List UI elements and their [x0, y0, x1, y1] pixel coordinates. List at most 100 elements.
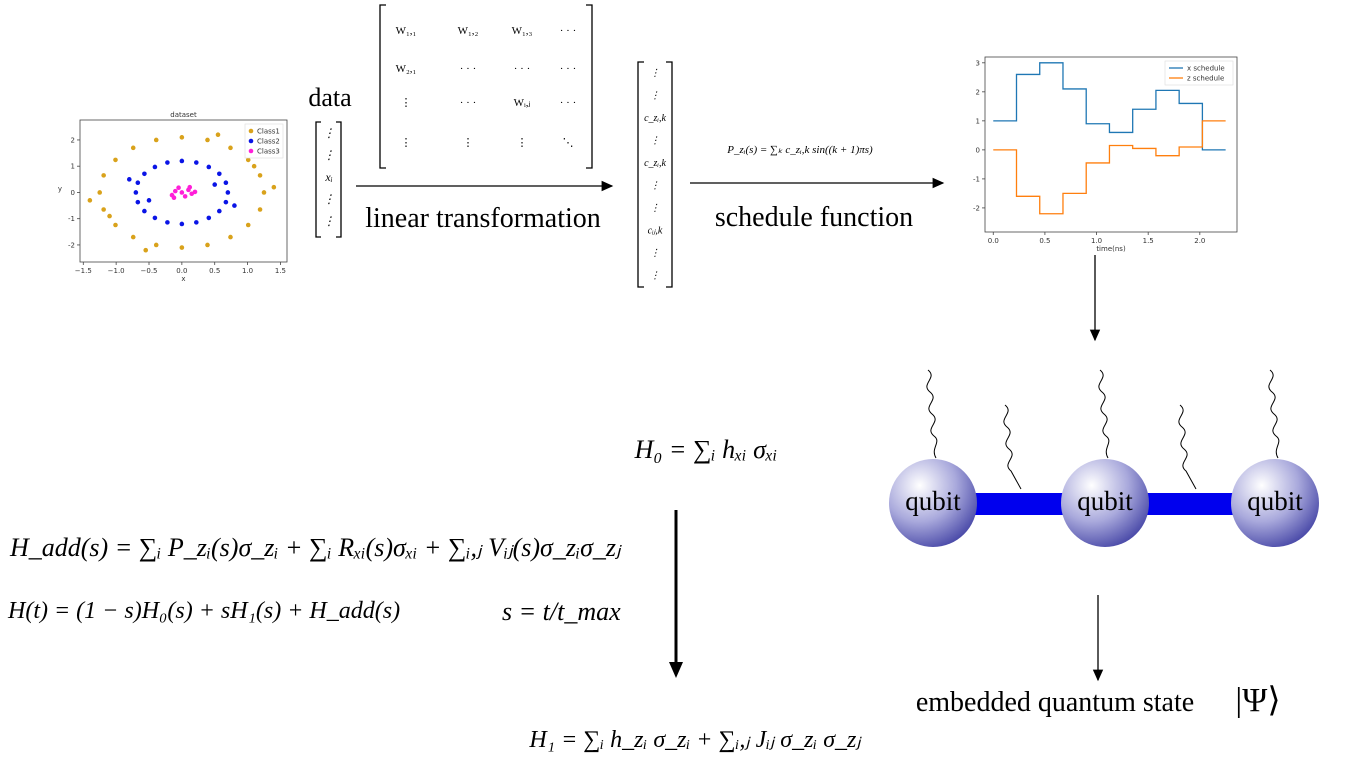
point — [142, 171, 147, 177]
point — [97, 190, 103, 195]
matrix-entry: ⋮ — [401, 97, 412, 109]
waves — [926, 369, 1280, 490]
point — [257, 207, 263, 212]
matrix-entry: ⋮ — [401, 137, 412, 149]
legend-label: z schedule — [1187, 75, 1224, 83]
qubit-sphere — [1061, 459, 1149, 547]
y-tick-label: 2 — [976, 88, 980, 96]
point — [194, 160, 199, 165]
matrix-entry: ⋮ — [463, 137, 474, 149]
point — [261, 190, 267, 195]
point — [179, 221, 185, 227]
c-vector-entry: ⋮ — [650, 203, 660, 214]
y-tick-label: 3 — [976, 59, 980, 67]
psi: |Ψ⟩ — [1235, 682, 1280, 719]
legend-label: Class3 — [257, 148, 280, 156]
matrix-brackets — [379, 4, 593, 169]
point — [135, 199, 141, 205]
qubit-sphere — [1231, 459, 1319, 547]
point — [228, 145, 233, 151]
matrix-entry: W₁,₂ — [458, 25, 479, 37]
coupler — [1135, 493, 1245, 515]
legend-marker — [248, 148, 254, 154]
x-tick-label: 0.0 — [988, 237, 999, 245]
h1-formula: H₁ = ∑ᵢ h_zᵢ σ_zᵢ + ∑ᵢ,ⱼ Jᵢⱼ σ_zᵢ σ_zⱼ — [528, 727, 862, 753]
c-vector-entry: c_zᵢ,k — [644, 113, 666, 124]
line — [993, 120, 1226, 215]
y-tick-label: 2 — [71, 136, 75, 144]
x-tick-label: 2.0 — [1194, 237, 1205, 245]
point — [205, 242, 210, 248]
point — [143, 247, 149, 253]
point — [182, 194, 188, 199]
h0-formula: H₀ = ∑ᵢ hₓᵢ σₓᵢ — [634, 435, 778, 464]
point — [130, 145, 136, 151]
point — [135, 180, 141, 186]
y-tick-label: -1 — [68, 215, 75, 223]
point — [212, 182, 218, 187]
p-formula: P_zᵢ(s) = ∑ₖ c_zᵢ,k sin((k + 1)πs) — [726, 144, 873, 156]
y-tick-label: -1 — [973, 175, 980, 183]
x-tick-label: −1.0 — [108, 267, 125, 275]
point — [223, 180, 229, 186]
point — [179, 190, 185, 195]
y-tick-label: 0 — [71, 189, 75, 197]
point — [165, 220, 170, 225]
y-tick-label: 0 — [976, 146, 980, 154]
point — [172, 188, 178, 194]
chart-title: dataset — [170, 111, 197, 119]
point — [87, 198, 93, 203]
c-vector-entry: ⋮ — [650, 136, 660, 147]
y-tick-label: 1 — [71, 163, 75, 171]
point — [126, 177, 132, 182]
point — [232, 203, 237, 208]
matrix-entry: · · · — [560, 25, 577, 37]
x-vector-entry: xᵢ — [324, 170, 332, 184]
point — [113, 157, 118, 163]
x-tick-label: 1.0 — [1091, 237, 1102, 245]
plot-frame — [984, 56, 1238, 233]
c-vector-entry: cᵢⱼ,k — [648, 226, 663, 237]
matrix-entry: ⋱ — [563, 137, 574, 149]
legend-marker — [248, 128, 254, 134]
matrix-entry: · · · — [560, 97, 577, 109]
x-tick-label: −0.5 — [141, 267, 158, 275]
matrix-entry: · · · — [514, 63, 531, 75]
point — [192, 189, 198, 195]
point — [153, 137, 159, 143]
point — [245, 157, 251, 163]
legend-box — [1164, 60, 1234, 86]
hadd-formula: H_add(s) = ∑ᵢ P_zᵢ(s)σ_zᵢ + ∑ᵢ Rₓᵢ(s)σₓᵢ… — [9, 533, 622, 562]
c-vector-entry: ⋮ — [650, 91, 660, 102]
legend-marker — [248, 138, 254, 144]
point — [101, 207, 106, 212]
point — [130, 234, 136, 240]
matrix-entry: W₁,₃ — [512, 25, 533, 37]
point — [179, 135, 185, 140]
point — [176, 185, 181, 191]
ht-formula: H(t) = (1 − s)H₀(s) + sH₁(s) + H_add(s) — [7, 598, 400, 624]
point — [113, 222, 118, 228]
point — [271, 184, 277, 190]
point — [206, 164, 212, 170]
point — [217, 208, 222, 214]
point — [152, 215, 158, 221]
x-tick-label: 0.5 — [209, 267, 220, 275]
point — [187, 184, 193, 190]
coupler — [965, 493, 1075, 515]
arrow-head — [669, 662, 683, 678]
qubit-label: qubit — [905, 486, 961, 516]
qubit-label: qubit — [1247, 486, 1303, 516]
y-tick-label: -2 — [973, 204, 980, 212]
c-vector-entry: ⋮ — [650, 68, 660, 79]
c-vector-entry: c_zᵢ,k — [644, 158, 666, 169]
legend-label: x schedule — [1187, 65, 1225, 73]
point — [179, 158, 185, 164]
matrix-entry: · · · — [460, 63, 477, 75]
output-label: embedded quantum state — [916, 687, 1194, 718]
point — [206, 215, 212, 221]
point — [153, 242, 159, 248]
x-tick-label: 0.5 — [1039, 237, 1050, 245]
y-tick-label: -2 — [68, 241, 75, 249]
qubit-label: qubit — [1077, 486, 1133, 516]
